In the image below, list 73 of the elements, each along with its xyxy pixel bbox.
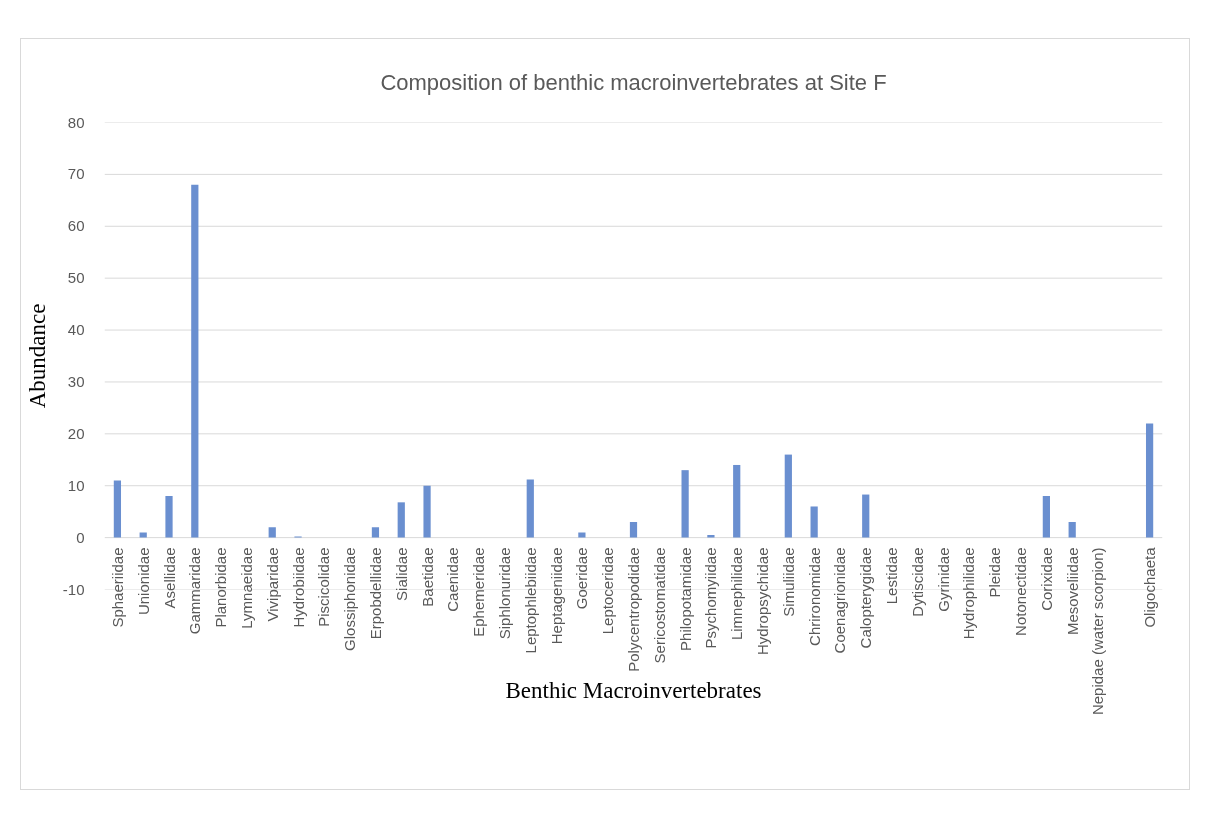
x-tick-label: Dytiscidae xyxy=(908,547,926,617)
bar xyxy=(397,502,405,538)
y-tick-label: 50 xyxy=(67,269,85,287)
x-tick-label: Simuliidae xyxy=(779,547,797,617)
x-tick-label: Lymnaeidae xyxy=(237,547,255,629)
x-tick-label: Planorbidae xyxy=(212,547,230,628)
x-tick-label: Nepidae (water scorpion) xyxy=(1089,547,1107,716)
chart-title: Composition of benthic macroinvertebrates at Site F xyxy=(380,69,887,95)
x-tick-label: Sericostomatidae xyxy=(650,547,668,664)
x-tick-label: Corixidae xyxy=(1037,547,1055,611)
x-tick-label: Sialidae xyxy=(392,547,410,601)
bar xyxy=(165,496,173,538)
x-tick-label: Leptoceridae xyxy=(599,547,617,635)
x-tick-label: Calopterygidae xyxy=(857,547,875,649)
x-tick-label: Unionidae xyxy=(134,547,152,616)
bar xyxy=(371,527,380,538)
x-tick-label: Sphaeriidae xyxy=(108,547,126,628)
x-tick-label: Polycentropodidae xyxy=(625,547,642,672)
bar xyxy=(733,464,741,538)
bar xyxy=(268,527,276,538)
x-tick-label: Siphlonuridae xyxy=(495,547,513,640)
x-tick-label: Notonectidae xyxy=(1012,547,1030,636)
bar xyxy=(629,522,638,538)
y-tick-label: 60 xyxy=(67,217,85,235)
x-tick-label: Gyrinidae xyxy=(934,547,952,612)
x-tick-label: Viviparidae xyxy=(263,547,281,622)
x-tick-label: Oligochaeta xyxy=(1141,546,1159,628)
bar xyxy=(784,454,792,538)
bar xyxy=(139,532,147,538)
x-tick-label: Lestidae xyxy=(883,547,901,605)
x-tick-label: Erpobdellidae xyxy=(366,547,384,640)
bar xyxy=(1145,423,1154,538)
x-tick-label: Goeridae xyxy=(573,547,591,610)
y-tick-label: 30 xyxy=(67,372,85,390)
y-tick-label: 40 xyxy=(67,321,85,339)
x-tick-label: Hydrophilidae xyxy=(960,547,978,640)
x-tick-label: Chrironomidae xyxy=(805,547,823,646)
x-tick-label: Caenidae xyxy=(444,547,462,612)
x-tick-label: Heptageniidae xyxy=(547,547,565,645)
bar xyxy=(578,532,586,538)
bar xyxy=(707,535,715,538)
y-axis-title: Abundance xyxy=(24,303,50,409)
x-tick-label: Ephemeridae xyxy=(470,547,488,637)
bar xyxy=(862,494,870,538)
y-tick-label: 70 xyxy=(67,165,85,183)
x-tick-label: Psychomyiidae xyxy=(702,547,720,649)
bar xyxy=(810,506,818,538)
bar xyxy=(526,479,534,538)
bar xyxy=(423,485,431,538)
y-tick-label: 80 xyxy=(67,113,85,131)
x-tick-label: Piscicolidae xyxy=(315,547,333,627)
bar xyxy=(681,470,689,538)
bar xyxy=(1068,522,1076,538)
x-tick-label: Hydrobiidae xyxy=(289,547,307,628)
x-tick-label: Philopotamidae xyxy=(676,547,694,651)
y-tick-label: -10 xyxy=(62,580,85,598)
x-tick-label: Gammaridae xyxy=(186,547,204,635)
x-tick-label: Leptophlebiidae xyxy=(521,547,539,654)
bar xyxy=(1042,496,1050,538)
x-tick-label: Glossiphonidae xyxy=(341,547,359,651)
bar xyxy=(191,184,199,538)
y-tick-label: 0 xyxy=(76,528,85,546)
x-tick-label: Limnephilidae xyxy=(728,547,746,641)
x-tick-label: Pleidae xyxy=(986,547,1004,598)
bar xyxy=(113,480,122,538)
x-tick-label: Hydropsychidae xyxy=(754,547,772,656)
y-tick-label: 10 xyxy=(67,476,85,494)
x-tick-label: Asellidae xyxy=(160,547,178,609)
x-axis-title: Benthic Macroinvertebrates xyxy=(505,678,762,704)
y-tick-label: 20 xyxy=(67,424,85,442)
x-tick-label: Mesoveliidae xyxy=(1063,547,1081,636)
x-tick-label: Coenagrionidae xyxy=(831,547,849,654)
x-tick-label: Baetidae xyxy=(418,547,436,607)
